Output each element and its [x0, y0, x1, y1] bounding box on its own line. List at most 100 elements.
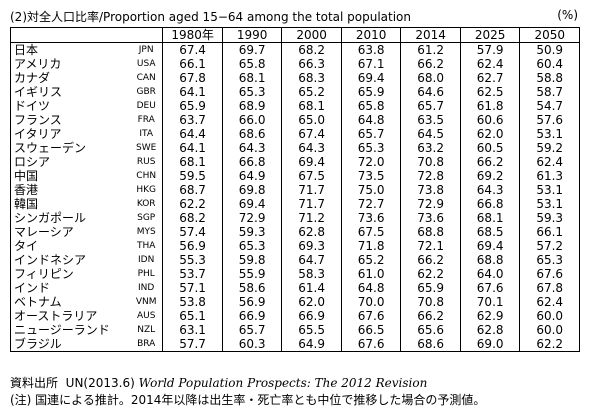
table-row: 韓国 KOR 62.2 69.4 71.7 72.7 72.9 66.8 53.1	[11, 197, 580, 211]
cell-value: 60.4	[519, 57, 580, 71]
cell-value: 62.8	[281, 225, 342, 239]
cell-value: 62.0	[459, 127, 520, 141]
column-header: 2050	[519, 27, 580, 43]
source-work: World Population Prospects: The 2012 Rev…	[138, 376, 428, 390]
cell-value: 65.7	[221, 323, 282, 337]
cell-value: 59.2	[519, 141, 580, 155]
cell-value: 69.7	[221, 42, 282, 57]
cell-value: 68.1	[221, 71, 282, 85]
country-code: THA	[136, 241, 156, 251]
country-code: USA	[136, 59, 156, 69]
cell-value: 66.9	[281, 309, 342, 323]
column-header: 1980年	[162, 27, 223, 43]
cell-value: 66.5	[340, 323, 401, 337]
cell-value: 70.8	[400, 295, 461, 309]
table-body: 日本 JPN 67.4 69.7 68.2 63.8 61.2 57.9 50.9 アメリカ USA…	[11, 42, 580, 352]
country-code: KOR	[136, 199, 156, 209]
country-name: インド	[14, 281, 51, 295]
cell-value: 73.8	[400, 183, 461, 197]
table-row: インドネシア IDN 55.3 59.8 64.7 65.2 66.2 68.8 65.3	[11, 253, 580, 267]
cell-value: 67.8	[162, 71, 223, 85]
table-row: イタリア ITA 64.4 68.6 67.4 65.7 64.5 62.0 53.1	[11, 127, 580, 141]
table-row: フランス FRA 63.7 66.0 65.0 64.8 63.5 60.6 57.6	[11, 113, 580, 127]
cell-value: 66.2	[400, 57, 461, 71]
country-name: ブラジル	[14, 337, 62, 351]
country-name: スウェーデン	[14, 141, 87, 155]
cell-value: 57.2	[519, 239, 580, 253]
country-code: RUS	[136, 157, 156, 167]
table-row: ベトナム VNM 53.8 56.9 62.0 70.0 70.8 70.1 62.4	[11, 295, 580, 309]
cell-value: 67.8	[519, 281, 580, 295]
cell-value: 53.1	[519, 127, 580, 141]
cell-value: 50.9	[519, 42, 580, 57]
cell-value: 72.9	[400, 197, 461, 211]
cell-value: 62.4	[519, 295, 580, 309]
cell-value: 55.9	[221, 267, 282, 281]
cell-value: 65.1	[162, 309, 223, 323]
cell-value: 53.8	[162, 295, 223, 309]
cell-value: 71.8	[340, 239, 401, 253]
country-name: アメリカ	[14, 57, 62, 71]
country-code: SWE	[136, 143, 157, 153]
table-row: ドイツ DEU 65.9 68.9 68.1 65.8 65.7 61.8 54.7	[11, 99, 580, 113]
cell-value: 56.9	[221, 295, 282, 309]
cell-value: 67.5	[281, 169, 342, 183]
cell-value: 62.8	[459, 323, 520, 337]
country-code: CAN	[136, 73, 156, 83]
country-name: ドイツ	[14, 99, 51, 113]
table-row: タイ THA 56.9 65.3 69.3 71.8 72.1 69.4 57.2	[11, 239, 580, 253]
column-header: 1990	[221, 27, 282, 43]
table-row: マレーシア MYS 57.4 59.3 62.8 67.5 68.8 68.5 66.1	[11, 225, 580, 239]
cell-value: 71.2	[281, 211, 342, 225]
cell-value: 64.3	[459, 183, 520, 197]
country-code: IND	[138, 283, 155, 293]
cell-value: 58.7	[519, 85, 580, 99]
table-row: 中国 CHN 59.5 64.9 67.5 73.5 72.8 69.2 61.3	[11, 169, 580, 183]
cell-value: 62.7	[459, 71, 520, 85]
cell-value: 68.8	[400, 225, 461, 239]
cell-value: 64.4	[162, 127, 223, 141]
cell-value: 65.3	[519, 253, 580, 267]
cell-value: 69.3	[281, 239, 342, 253]
cell-value: 60.0	[519, 323, 580, 337]
cell-value: 63.8	[340, 42, 401, 57]
cell-value: 64.9	[221, 169, 282, 183]
source-label: 資料出所	[10, 376, 59, 390]
table-row: カナダ CAN 67.8 68.1 68.3 69.4 68.0 62.7 58.8	[11, 71, 580, 85]
cell-value: 57.9	[459, 42, 520, 57]
cell-value: 75.0	[340, 183, 401, 197]
cell-value: 61.0	[340, 267, 401, 281]
title: (2)対全人口比率/Proportion aged 15−64 among th…	[10, 10, 412, 24]
cell-value: 60.0	[519, 309, 580, 323]
source-org: UN(2013.6)	[65, 376, 135, 390]
cell-value: 68.6	[221, 127, 282, 141]
country-code: DEU	[136, 101, 156, 111]
table-row: スウェーデン SWE 64.1 64.3 64.3 65.3 63.2 60.5 59.2	[11, 141, 580, 155]
cell-value: 71.7	[281, 197, 342, 211]
cell-value: 65.2	[281, 85, 342, 99]
cell-value: 62.2	[400, 267, 461, 281]
cell-value: 68.5	[459, 225, 520, 239]
table-row: 日本 JPN 67.4 69.7 68.2 63.8 61.2 57.9 50.9	[11, 42, 580, 57]
cell-value: 67.6	[459, 281, 520, 295]
cell-value: 64.3	[221, 141, 282, 155]
cell-value: 59.3	[221, 225, 282, 239]
cell-value: 65.9	[340, 85, 401, 99]
cell-value: 64.3	[281, 141, 342, 155]
country-code: AUS	[136, 311, 156, 321]
cell-value: 72.7	[340, 197, 401, 211]
cell-value: 54.7	[519, 99, 580, 113]
cell-value: 69.4	[281, 155, 342, 169]
cell-value: 65.9	[162, 99, 223, 113]
cell-value: 69.4	[340, 71, 401, 85]
country-code: MYS	[136, 227, 156, 237]
cell-value: 68.1	[281, 99, 342, 113]
country-name: 韓国	[14, 197, 39, 211]
cell-value: 60.3	[221, 337, 282, 352]
cell-value: 58.6	[221, 281, 282, 295]
cell-value: 58.3	[281, 267, 342, 281]
cell-value: 68.0	[400, 71, 461, 85]
country-name: シンガポール	[14, 211, 87, 225]
cell-value: 66.9	[221, 309, 282, 323]
cell-value: 72.8	[400, 169, 461, 183]
